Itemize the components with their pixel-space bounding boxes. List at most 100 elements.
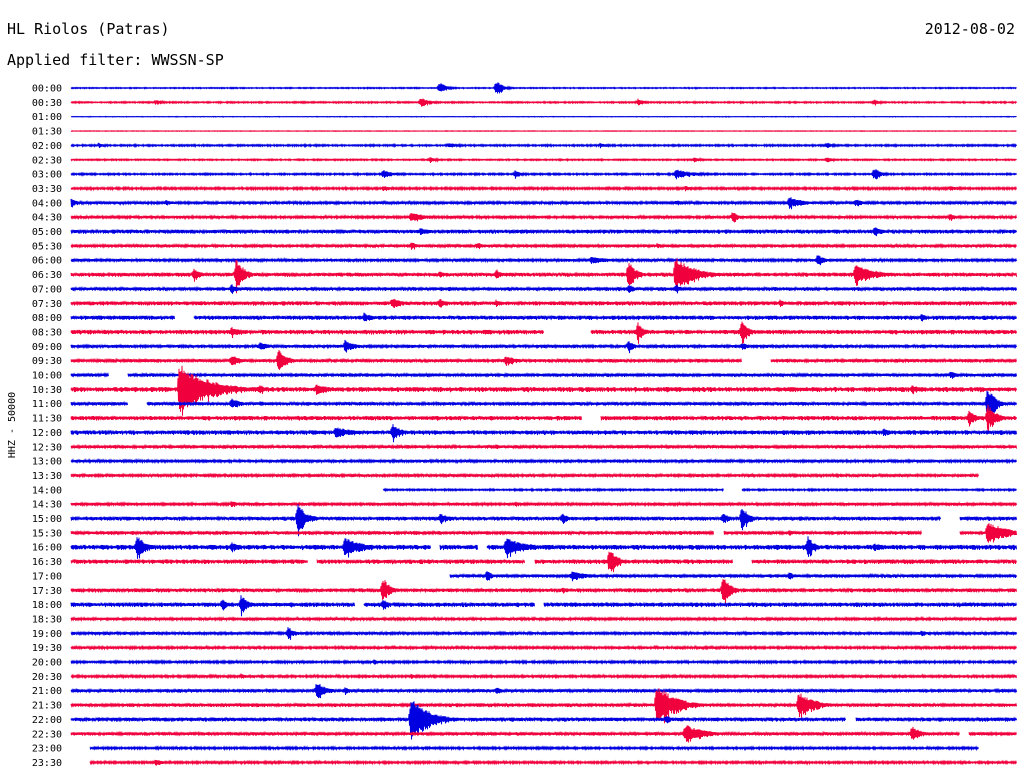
seismic-trace-red [70,615,1017,623]
time-tick-label: 02:00 [32,141,62,152]
seismic-trace-blue [70,142,1017,149]
time-tick-label: 14:30 [32,500,62,511]
time-tick-label: 07:00 [32,284,62,295]
seismic-trace-red [70,523,1017,543]
time-tick-label: 08:00 [32,313,62,324]
seismic-trace-blue [70,371,1017,379]
filter-label: Applied filter: WWSSN-SP [7,51,224,69]
time-tick-label: 19:00 [32,629,62,640]
time-tick-label: 23:00 [32,744,62,755]
seismic-trace-red [70,443,1017,450]
seismic-trace-red [70,98,1017,107]
time-tick-label: 21:30 [32,701,62,712]
time-tick-label: 11:30 [32,414,62,425]
seismic-trace-blue [70,312,1017,322]
seismic-trace-red [70,644,1017,651]
seismic-trace-blue [70,457,1017,465]
time-tick-label: 16:00 [32,543,62,554]
time-tick-label: 23:30 [32,758,62,769]
time-tick-label: 05:00 [32,227,62,238]
seismic-trace-red [70,472,979,479]
seismic-trace-blue [449,571,1017,582]
time-tick-label: 05:30 [32,241,62,252]
channel-label: HHZ - 50000 [7,392,18,458]
seismic-trace-red [70,349,1017,370]
seismic-trace-red [70,156,1017,163]
time-tick-label: 09:30 [32,356,62,367]
time-tick-label: 10:00 [32,371,62,382]
seismic-trace-red [70,404,1017,433]
time-tick-label: 15:00 [32,514,62,525]
seismic-trace-blue [70,684,1017,699]
time-tick-label: 13:30 [32,471,62,482]
seismic-trace-blue [70,424,1017,443]
seismic-trace-red [70,258,1017,294]
time-tick-label: 12:00 [32,428,62,439]
time-tick-label: 15:30 [32,528,62,539]
time-tick-label: 10:30 [32,385,62,396]
seismic-trace-blue [70,115,1017,118]
time-tick-label: 06:30 [32,270,62,281]
time-tick-label: 08:30 [32,327,62,338]
time-tick-label: 20:00 [32,658,62,669]
seismic-trace-red [70,673,1017,680]
seismic-trace-blue [70,659,1017,666]
time-tick-label: 22:00 [32,715,62,726]
time-tick-label: 18:30 [32,614,62,625]
seismic-trace-red [70,579,1017,605]
time-tick-label: 19:30 [32,643,62,654]
time-tick-label: 04:00 [32,198,62,209]
seismic-trace-blue [382,487,1017,493]
seismic-trace-blue [70,701,1017,740]
time-tick-label: 01:00 [32,112,62,123]
seismic-trace-blue [70,227,1017,237]
time-tick-label: 20:30 [32,672,62,683]
seismic-trace-blue [70,284,1017,294]
time-tick-label: 22:30 [32,729,62,740]
seismic-trace-red [70,212,1017,223]
time-tick-label: 00:30 [32,98,62,109]
seismic-traces [70,82,1017,766]
time-tick-label: 21:00 [32,686,62,697]
seismic-trace-red [70,185,1017,192]
record-date: 2012-08-02 [924,20,1015,38]
time-tick-label: 00:00 [32,84,62,95]
seismic-trace-blue [70,504,1017,537]
time-tick-label: 09:00 [32,342,62,353]
time-tick-label: 02:30 [32,155,62,166]
time-tick-label: 14:00 [32,485,62,496]
seismic-trace-blue [70,169,1017,180]
seismic-trace-red [70,321,1017,344]
time-tick-label: 17:00 [32,571,62,582]
seismic-trace-blue [70,255,1017,266]
time-tick-label: 17:30 [32,586,62,597]
seismic-trace-blue [70,595,1017,617]
seismic-trace-blue [70,339,1017,354]
time-tick-label: 16:30 [32,557,62,568]
seismic-trace-blue [70,627,1017,640]
seismic-trace-red [70,242,1017,250]
seismic-trace-blue [70,82,1017,94]
time-labels: 00:00 00:30 01:00 01:30 02:00 02:30 03:00 03:30… [32,84,62,769]
time-tick-label: 03:30 [32,184,62,195]
seismic-trace-blue [70,197,1017,210]
time-tick-label: 12:30 [32,442,62,453]
seismic-trace-red [70,551,1017,573]
time-tick-label: 03:00 [32,170,62,181]
seismic-trace-blue [89,745,979,752]
seismic-trace-red [70,501,1017,508]
time-tick-label: 11:00 [32,399,62,410]
seismic-trace-blue [70,390,1017,418]
seismic-trace-red [70,298,1017,308]
station-title: HL Riolos (Patras) [7,20,170,38]
seismic-trace-red [89,759,1017,766]
time-tick-label: 06:00 [32,256,62,267]
time-tick-label: 13:00 [32,457,62,468]
seismic-trace-red [70,688,1017,724]
seismic-trace-red [70,365,1017,416]
time-tick-label: 01:30 [32,127,62,138]
time-tick-label: 07:30 [32,299,62,310]
seismic-trace-red [70,130,1017,133]
time-tick-label: 18:00 [32,600,62,611]
